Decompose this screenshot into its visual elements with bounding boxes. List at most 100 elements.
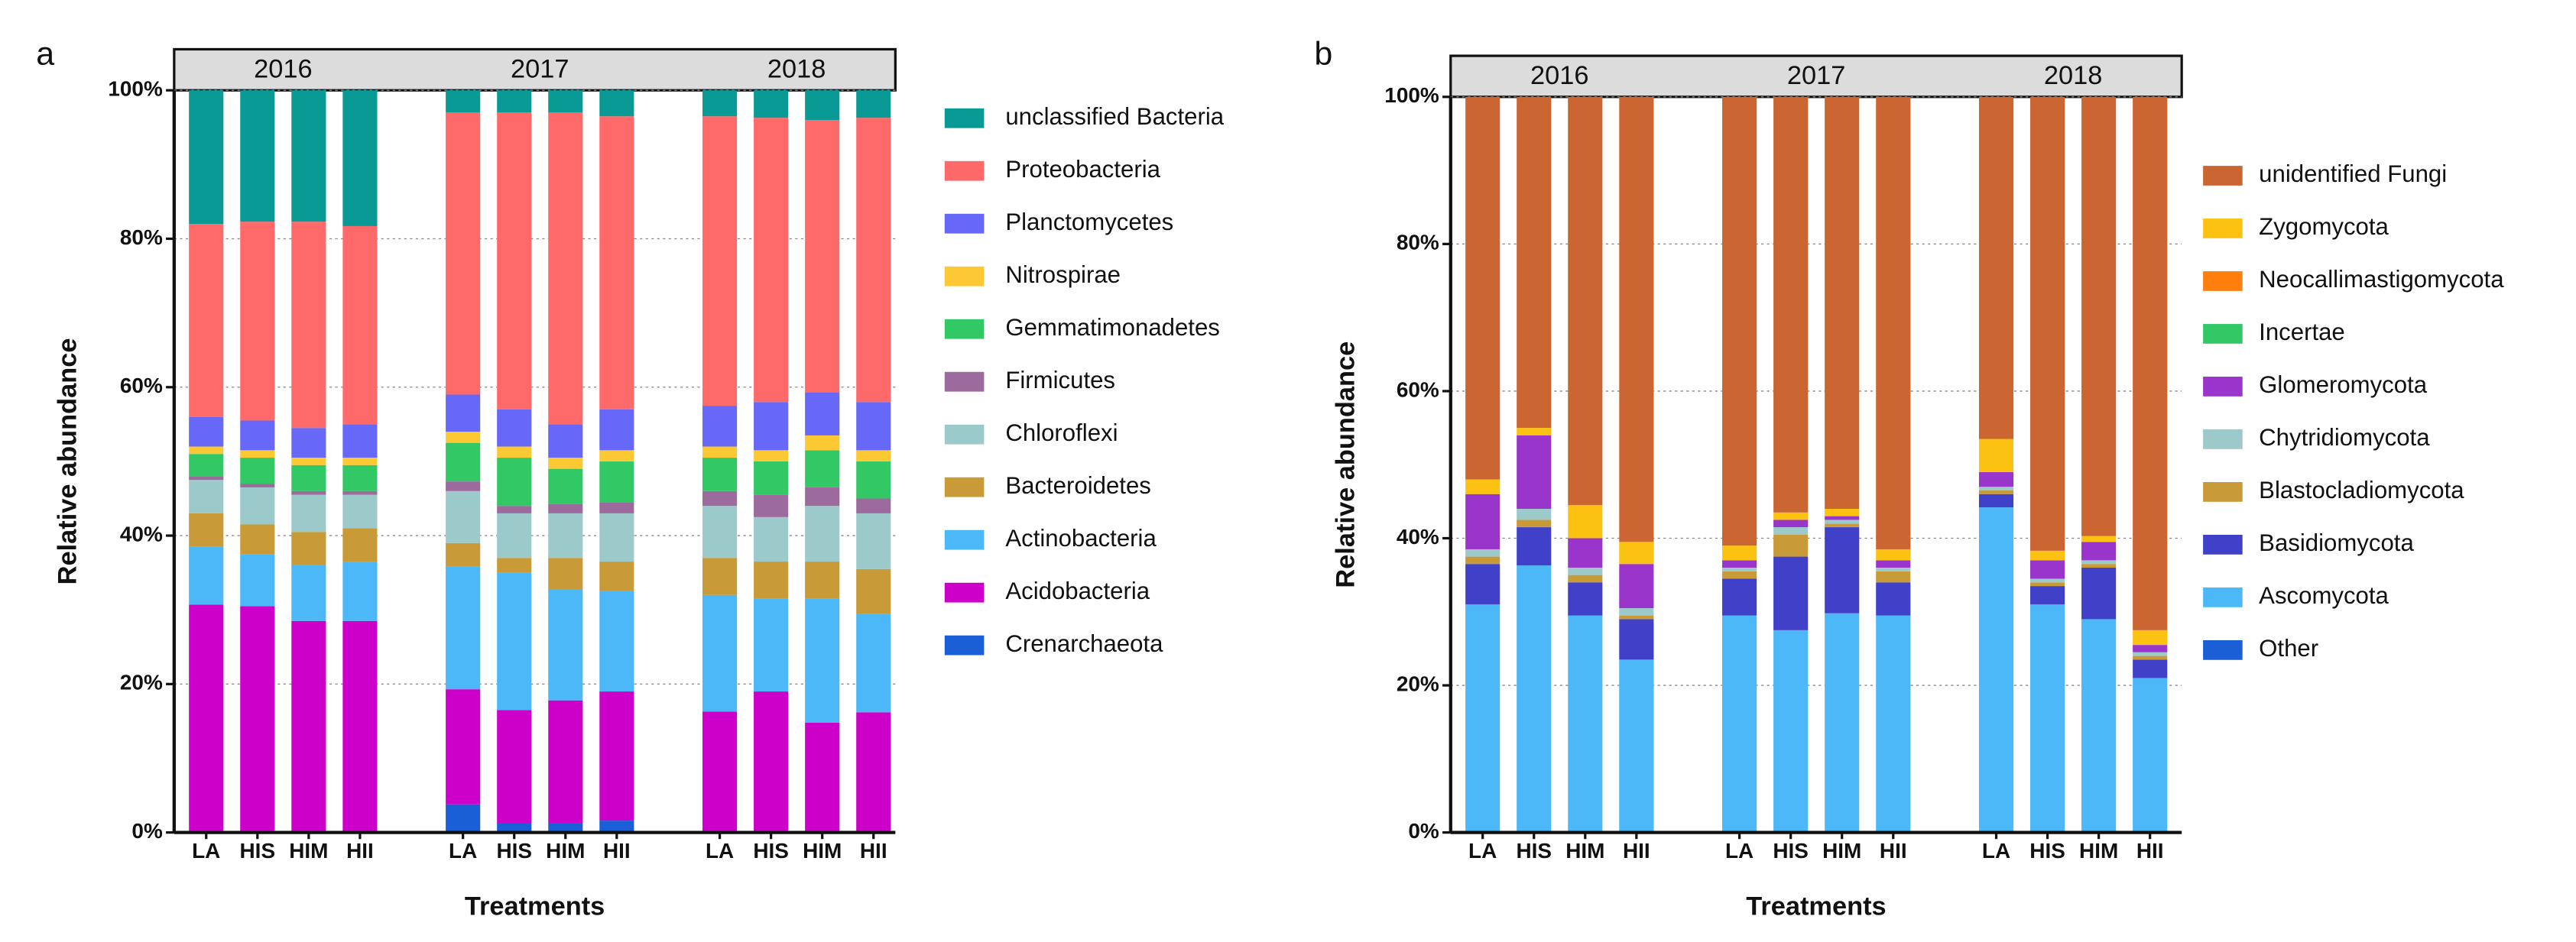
bar-segment xyxy=(1773,527,1809,535)
bar-segment xyxy=(446,542,481,567)
legend-label: Gemmatimonadetes xyxy=(1005,314,1220,341)
bar-segment xyxy=(856,712,891,831)
bar-segment xyxy=(1722,568,1757,571)
bar-segment xyxy=(446,689,481,804)
bar-segment xyxy=(189,513,224,547)
bar-segment xyxy=(2081,542,2117,561)
bar-segment xyxy=(599,691,634,821)
bar-segment xyxy=(291,458,326,465)
bar-segment xyxy=(1465,564,1501,605)
bar-segment xyxy=(805,435,840,451)
bar-segment xyxy=(1619,96,1654,542)
bar-segment xyxy=(1465,604,1501,831)
bar-segment xyxy=(599,461,634,503)
bar-segment xyxy=(2133,678,2168,831)
bar-segment xyxy=(446,481,481,491)
legend-swatch xyxy=(944,213,985,234)
bar-segment xyxy=(599,409,634,451)
bar-segment xyxy=(805,450,840,487)
x-tick-label: HIS xyxy=(753,839,789,863)
bar-segment xyxy=(189,416,224,447)
bar-segment xyxy=(1568,582,1603,616)
y-axis-label: Relative abundance xyxy=(1331,342,1360,588)
x-axis-label: Treatments xyxy=(1746,892,1886,921)
legend-swatch xyxy=(2203,166,2243,186)
x-tick-label: HII xyxy=(346,839,374,863)
y-tick-label: 0% xyxy=(1408,819,1439,843)
legend-swatch xyxy=(944,371,985,392)
legend-label: Ascomycota xyxy=(2259,582,2389,609)
bar-segment xyxy=(497,458,532,507)
bar-segment xyxy=(497,506,532,513)
legend-swatch xyxy=(2203,534,2243,555)
bar-segment xyxy=(754,402,789,451)
y-tick-label: 20% xyxy=(1397,672,1439,695)
y-tick-label: 20% xyxy=(120,671,163,694)
bar-segment xyxy=(1517,508,1552,520)
legend-label: Planctomycetes xyxy=(1005,209,1173,235)
bar-segment xyxy=(2030,96,2065,551)
bar-segment xyxy=(599,591,634,692)
bar-segment xyxy=(1465,494,1501,549)
y-tick-label: 60% xyxy=(1397,377,1439,401)
bar-segment xyxy=(497,710,532,824)
bar-segment xyxy=(1619,564,1654,608)
legend-label: Basidiomycota xyxy=(2259,529,2414,556)
bar-segment xyxy=(2081,560,2117,565)
bar-segment xyxy=(856,402,891,451)
bar-segment xyxy=(189,476,224,481)
legend-swatch xyxy=(944,108,985,128)
bar-segment xyxy=(1773,96,1809,513)
bar-segment xyxy=(1825,527,1860,613)
legend-swatch xyxy=(944,635,985,656)
bar-segment xyxy=(702,116,738,406)
group-header xyxy=(1449,54,2183,99)
x-tick-label: HIM xyxy=(2079,839,2118,863)
x-tick-label: HII xyxy=(860,839,887,863)
bar-segment xyxy=(599,513,634,562)
bar-segment xyxy=(342,90,378,226)
bar-segment xyxy=(497,572,532,711)
y-tick-label: 80% xyxy=(120,225,163,249)
legend-swatch xyxy=(2203,429,2243,449)
bar-segment xyxy=(2030,560,2065,579)
bar-segment xyxy=(548,503,583,513)
x-tick-label: HIM xyxy=(546,839,585,863)
bar-segment xyxy=(342,465,378,491)
legend-swatch xyxy=(2203,377,2243,397)
bar-segment xyxy=(1825,96,1860,509)
legend-label: Chloroflexi xyxy=(1005,419,1118,446)
bar-segment xyxy=(1773,556,1809,630)
legend-label: Firmicutes xyxy=(1005,367,1115,393)
bar-segment xyxy=(754,494,789,517)
bar-segment xyxy=(1876,615,1911,831)
bar-segment xyxy=(856,118,891,403)
bar-segment xyxy=(342,490,378,495)
bar-segment xyxy=(2030,586,2065,605)
bar-segment xyxy=(856,461,891,499)
legend-label: Crenarchaeota xyxy=(1005,630,1163,657)
legend-swatch xyxy=(944,582,985,603)
bar-segment xyxy=(754,691,789,831)
bar-segment xyxy=(1619,615,1654,620)
x-tick-label: LA xyxy=(1725,839,1754,863)
legend-swatch xyxy=(2203,219,2243,238)
bar-segment xyxy=(2030,550,2065,561)
bar-segment xyxy=(446,394,481,432)
x-tick-label: HIM xyxy=(1822,839,1861,863)
y-tick-label: 100% xyxy=(1384,83,1439,107)
bar-segment xyxy=(548,112,583,425)
legend-swatch xyxy=(944,424,985,445)
bar-segment xyxy=(189,90,224,225)
bar-segment xyxy=(1978,490,2014,494)
bar-segment xyxy=(446,566,481,690)
bar-segment xyxy=(1876,549,1911,561)
legend-swatch xyxy=(2203,482,2243,502)
bar-segment xyxy=(1517,428,1552,435)
x-tick-label: HIM xyxy=(1565,839,1604,863)
y-tick-label: 60% xyxy=(120,374,163,397)
y-tick-label: 100% xyxy=(108,77,163,101)
bar-segment xyxy=(702,594,738,712)
bar-segment xyxy=(548,823,583,833)
bar-segment xyxy=(805,506,840,562)
